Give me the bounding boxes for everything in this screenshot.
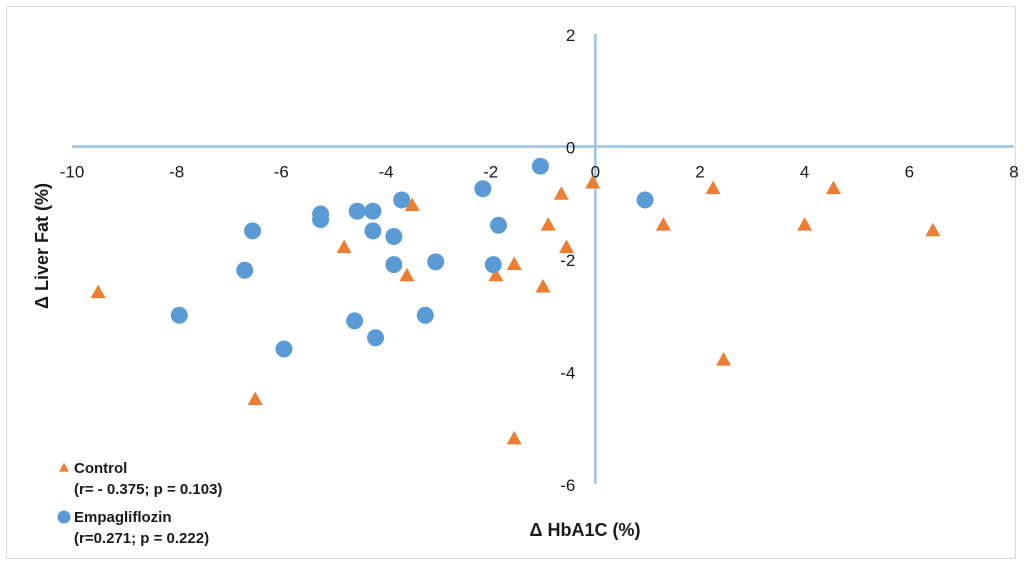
x-tick-label: -8	[169, 163, 184, 182]
empagliflozin-point	[275, 340, 293, 358]
control-point	[655, 217, 671, 231]
empagliflozin-point	[385, 256, 403, 274]
empagliflozin-point	[346, 312, 364, 330]
x-tick-label: -4	[378, 163, 393, 182]
control-point	[506, 256, 522, 271]
y-tick-label: 2	[566, 26, 575, 45]
empagliflozin-point	[416, 306, 434, 324]
empagliflozin-point	[364, 222, 382, 240]
y-axis-title: Δ Liver Fat (%)	[32, 183, 52, 309]
empagliflozin-point	[244, 222, 262, 240]
empagliflozin-point	[427, 253, 445, 271]
control-point	[540, 217, 556, 231]
tick-labels: -10 -8 -6 -4 -2 0 2 4 6 8 2 0 -2 -4 -6	[60, 26, 1019, 495]
empagliflozin-point	[364, 202, 382, 220]
x-axis-title: Δ HbA1C (%)	[530, 520, 641, 540]
empagliflozin-point	[170, 306, 188, 324]
empagliflozin-point	[636, 191, 654, 209]
control-point	[506, 430, 522, 445]
empagliflozin-point	[236, 261, 254, 279]
control-point	[585, 174, 601, 189]
chart-frame	[6, 6, 1016, 559]
legend-empagliflozin-marker	[57, 510, 71, 524]
y-tick-label: -4	[560, 364, 575, 383]
legend-empagliflozin-stat: (r=0.271; p = 0.222)	[74, 530, 209, 547]
control-point	[488, 267, 504, 282]
empagliflozin-point	[348, 202, 366, 220]
empagliflozin-point	[490, 216, 508, 234]
x-tick-label: 8	[1009, 163, 1018, 182]
control-point	[535, 279, 551, 293]
data-points	[90, 157, 941, 445]
control-point	[553, 186, 569, 200]
control-point	[404, 197, 420, 211]
empagliflozin-point	[385, 228, 403, 245]
x-tick-label: -10	[60, 163, 85, 182]
control-point	[705, 180, 721, 195]
control-point	[797, 217, 813, 231]
axes	[72, 34, 1014, 484]
control-point	[90, 284, 106, 299]
x-tick-label: 0	[591, 163, 600, 182]
legend-control-label: Control	[74, 460, 127, 477]
legend-empagliflozin-label: Empagliflozin	[74, 509, 172, 526]
legend-control-marker	[59, 462, 69, 472]
control-point	[399, 267, 415, 282]
y-tick-label: 0	[566, 139, 575, 158]
empagliflozin-point	[531, 157, 549, 175]
empagliflozin-point	[367, 329, 385, 347]
x-tick-label: 6	[905, 163, 914, 182]
empagliflozin-point	[474, 180, 492, 198]
x-tick-label: -6	[274, 163, 289, 182]
control-point	[716, 352, 732, 366]
control-point	[559, 239, 575, 254]
control-point	[247, 391, 263, 406]
x-tick-label: -2	[483, 163, 498, 182]
empagliflozin-point	[484, 256, 502, 274]
y-tick-label: -2	[560, 251, 575, 270]
legend-control-stat: (r= - 0.375; p = 0.103)	[74, 481, 222, 498]
x-tick-label: 4	[800, 163, 809, 182]
y-tick-label: -6	[560, 476, 575, 495]
x-tick-label: 2	[695, 163, 704, 182]
control-point	[825, 180, 841, 195]
legend: Control (r= - 0.375; p = 0.103) Empaglif…	[57, 460, 222, 547]
empagliflozin-point	[393, 191, 411, 209]
control-point	[925, 222, 941, 237]
control-point	[336, 239, 352, 254]
empagliflozin-point	[312, 211, 330, 229]
